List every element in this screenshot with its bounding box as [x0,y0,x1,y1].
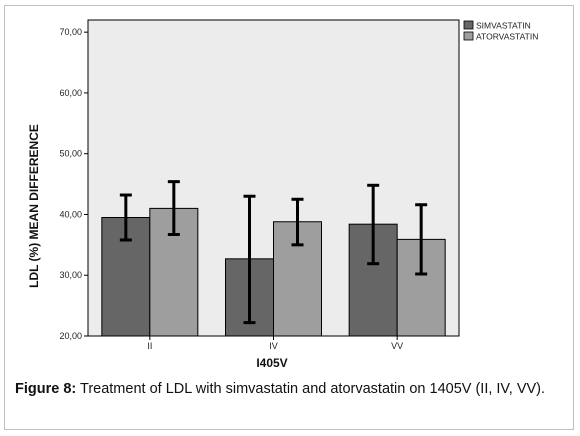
caption-text: Treatment of LDL with simvastatin and at… [76,381,546,397]
figure-caption: Figure 8: Treatment of LDL with simvasta… [15,380,565,399]
figure-frame [4,5,574,430]
legend-swatch [463,31,474,41]
legend-swatch [463,20,474,30]
y-tick-label: 30,00 [59,270,82,280]
x-tick-label: IV [269,341,278,351]
caption-label: Figure 8: [15,381,77,397]
x-axis-label: I405V [256,356,287,370]
y-tick-label: 60,00 [59,88,82,98]
x-tick-label: VV [391,341,403,351]
bars [101,207,446,337]
bar-chart: 20,00 30,00 40,00 50,00 60,00 70,00 II IV VV SIM… [27,19,538,370]
legend-label: ATORVASTATIN [476,32,538,42]
x-tick-label: II [147,341,152,351]
y-tick-label: 70,00 [59,27,82,37]
y-tick-label: 40,00 [59,209,82,219]
error-bars [119,180,428,325]
legend-label: SIMVASTATIN [476,21,531,31]
y-tick-label: 20,00 [59,331,82,341]
y-tick-label: 50,00 [59,149,82,159]
y-axis-label: LDL (%) MEAN DIFFERENCE [27,124,41,288]
axes: 20,00 30,00 40,00 50,00 60,00 70,00 II IV VV [59,27,403,351]
